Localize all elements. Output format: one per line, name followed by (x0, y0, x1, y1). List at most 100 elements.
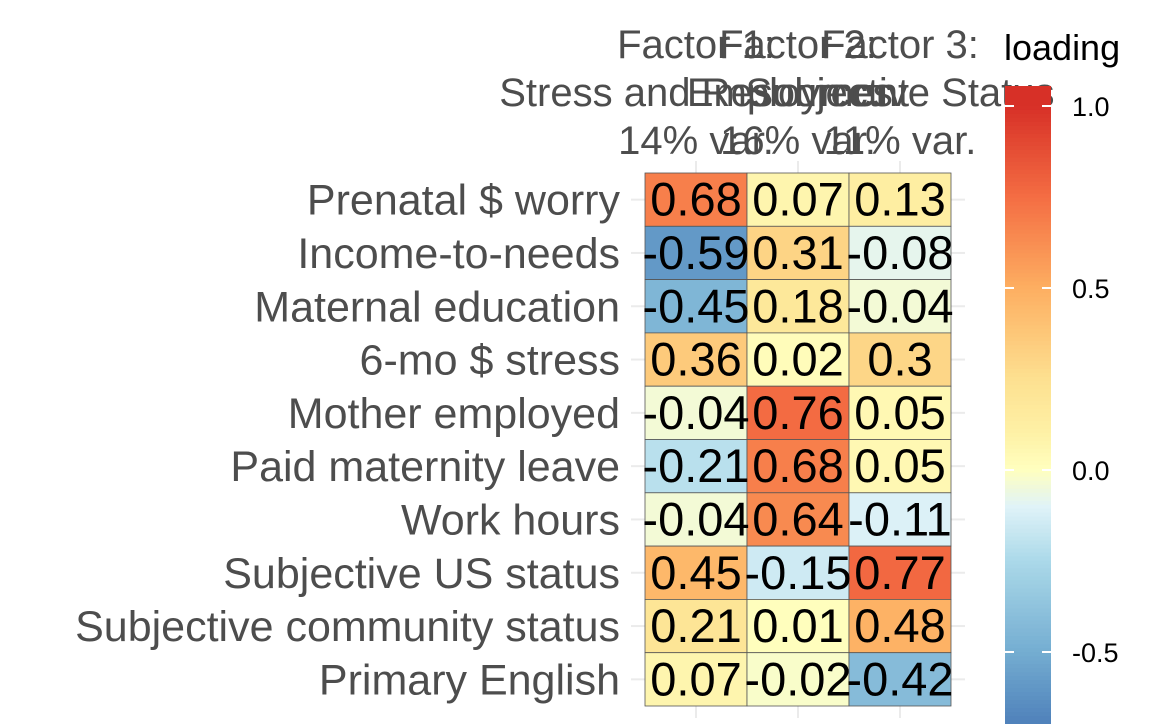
legend-tick-label: 1.0 (1072, 92, 1110, 122)
legend-tick-label: -0.5 (1072, 638, 1119, 668)
colorbar-segment (1005, 257, 1051, 263)
colorbar-segment (1005, 93, 1051, 99)
colorbar-segment (1005, 177, 1051, 183)
heatmap-cell (848, 652, 952, 707)
heatmap-cell (746, 279, 850, 334)
column-label-factor-1-line-3: 14% var. (618, 119, 774, 163)
colorbar-segment (1005, 361, 1051, 366)
colorbar-segment (1005, 233, 1051, 239)
colorbar-segment (1005, 540, 1051, 546)
cell-value-label: -0.15 (744, 546, 851, 599)
cell-value-label: 0.36 (650, 333, 741, 386)
legend-colorbar (1005, 86, 1051, 724)
cell-value-label: -0.21 (642, 439, 749, 492)
cell-value-label: 0.01 (752, 599, 843, 652)
colorbar-segment (1005, 145, 1051, 151)
cell-value-label: 0.07 (650, 652, 741, 705)
colorbar-segment (1005, 476, 1051, 482)
row-label-subjective-community-status: Subjective community status (75, 603, 620, 651)
colorbar-segment (1005, 401, 1051, 406)
colorbar-segment (1005, 664, 1051, 669)
colorbar-segment (1005, 676, 1051, 681)
colorbar-segment (1005, 492, 1051, 498)
colorbar-segment (1005, 532, 1051, 538)
cell-value-label: -0.08 (846, 226, 953, 279)
colorbar-segment (1005, 405, 1051, 410)
colorbar-segment (1005, 397, 1051, 402)
colorbar-segment (1005, 568, 1051, 574)
colorbar-segment (1005, 468, 1051, 474)
colorbar-segment (1005, 149, 1051, 155)
colorbar-segment (1005, 408, 1051, 414)
heatmap-cell (848, 545, 952, 600)
cell-value-label: 0.18 (752, 279, 843, 332)
row-label-subjective-us-status: Subjective US status (223, 550, 620, 598)
cell-value-label: -0.59 (642, 226, 749, 279)
cell-value-label: 0.21 (650, 599, 741, 652)
heatmap-cell (644, 332, 748, 387)
colorbar-segment (1005, 337, 1051, 342)
colorbar-segment (1005, 153, 1051, 159)
heatmap-cell (746, 332, 850, 387)
colorbar-segment (1005, 365, 1051, 370)
colorbar-segment (1005, 576, 1051, 582)
colorbar-segment (1005, 572, 1051, 578)
colorbar-segment (1005, 101, 1051, 107)
cell-value-label: 0.31 (752, 226, 843, 279)
colorbar-segment (1005, 113, 1051, 119)
colorbar-segment (1005, 596, 1051, 601)
column-label-factor-3-line-1: Factor 3: (821, 23, 979, 67)
colorbar-segment (1005, 636, 1051, 641)
cell-value-label: 0.48 (854, 599, 945, 652)
colorbar-segment (1005, 536, 1051, 542)
cell-value-label: -0.04 (642, 386, 749, 439)
colorbar-segment (1005, 229, 1051, 235)
colorbar-segment (1005, 86, 1051, 91)
colorbar-segment (1005, 321, 1051, 326)
colorbar-segment (1005, 381, 1051, 386)
colorbar-segment (1005, 588, 1051, 594)
colorbar-segment (1005, 612, 1051, 617)
colorbar-segment (1005, 656, 1051, 661)
colorbar-segment (1005, 552, 1051, 558)
colorbar-segment (1005, 688, 1051, 693)
colorbar-segment (1005, 349, 1051, 354)
row-label-work-hours: Work hours (401, 496, 620, 544)
cell-value-label: 0.3 (867, 333, 932, 386)
cell-value-label: 0.07 (752, 173, 843, 226)
colorbar-segment (1005, 277, 1051, 282)
colorbar-segment (1005, 696, 1051, 701)
cell-value-label: 0.45 (650, 546, 741, 599)
colorbar-segment (1005, 369, 1051, 374)
colorbar-segment (1005, 137, 1051, 143)
colorbar-segment (1005, 169, 1051, 175)
cell-value-label: 0.77 (854, 546, 945, 599)
colorbar-segment (1005, 660, 1051, 665)
heatmap-cell (644, 439, 748, 494)
colorbar-segment (1005, 141, 1051, 147)
cell-value-label: 0.05 (854, 386, 945, 439)
colorbar-segment (1005, 448, 1051, 454)
colorbar-segment (1005, 385, 1051, 390)
colorbar-segment (1005, 644, 1051, 649)
heatmap-cell (644, 279, 748, 334)
colorbar-segment (1005, 89, 1051, 95)
colorbar-segment (1005, 700, 1051, 705)
colorbar-segment (1005, 704, 1051, 709)
colorbar-segment (1005, 185, 1051, 191)
colorbar-segment (1005, 245, 1051, 251)
colorbar-segment (1005, 412, 1051, 418)
colorbar-segment (1005, 205, 1051, 211)
colorbar-segment (1005, 329, 1051, 334)
row-label-income-to-needs: Income-to-needs (297, 230, 620, 278)
cell-value-label: -0.04 (642, 492, 749, 545)
cell-value-label: 0.13 (854, 173, 945, 226)
legend-title: loading (1004, 27, 1120, 68)
colorbar-segment (1005, 424, 1051, 430)
colorbar-segment (1005, 652, 1051, 657)
legend-tick-label: 0.0 (1072, 456, 1110, 486)
colorbar-segment (1005, 345, 1051, 350)
colorbar-segment (1005, 692, 1051, 697)
colorbar-segment (1005, 616, 1051, 621)
colorbar-segment (1005, 640, 1051, 645)
